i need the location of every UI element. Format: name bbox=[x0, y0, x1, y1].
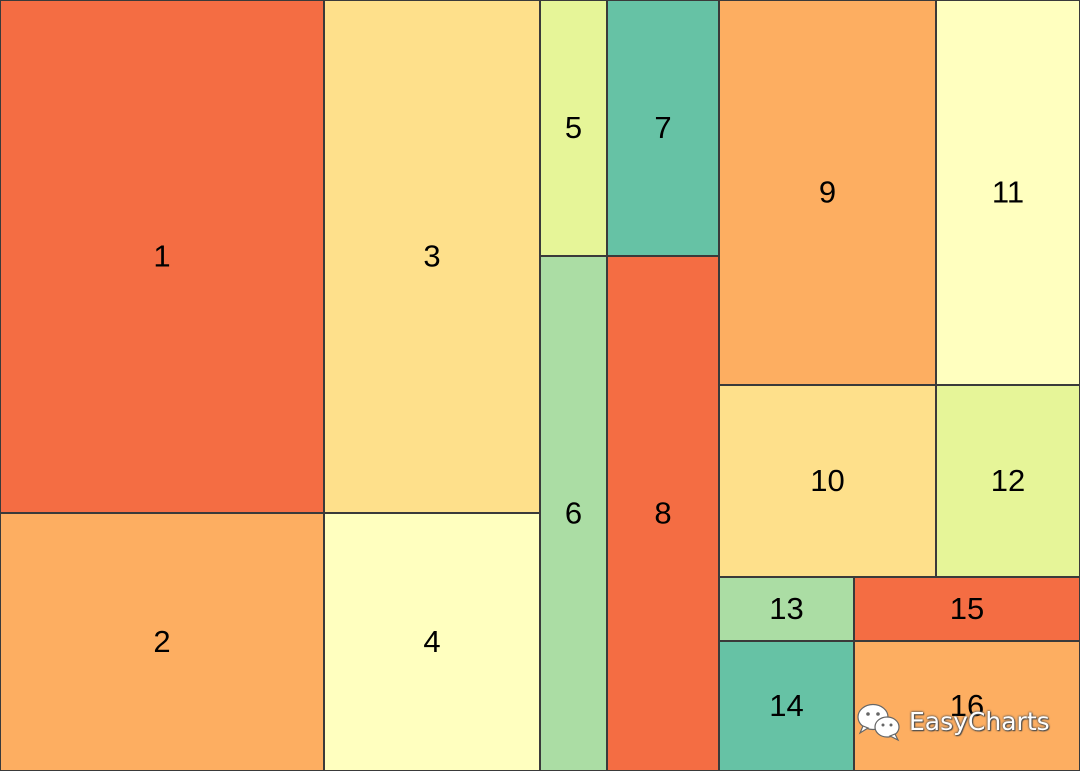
treemap-rect-10 bbox=[719, 385, 936, 577]
treemap-rect-3 bbox=[324, 0, 540, 513]
treemap-rect-7 bbox=[607, 0, 719, 256]
treemap-label-3: 3 bbox=[423, 239, 440, 274]
treemap-cell-12: 12 bbox=[936, 385, 1080, 577]
treemap-rect-6 bbox=[540, 256, 607, 771]
treemap-cell-8: 8 bbox=[607, 256, 719, 771]
treemap-cell-16: 16 bbox=[854, 641, 1080, 771]
treemap-cell-11: 11 bbox=[936, 0, 1080, 385]
treemap-rect-15 bbox=[854, 577, 1080, 641]
treemap-rect-8 bbox=[607, 256, 719, 771]
watermark-text: EasyCharts bbox=[909, 706, 1050, 736]
treemap-label-9: 9 bbox=[819, 175, 836, 210]
treemap-cell-3: 3 bbox=[324, 0, 540, 513]
treemap-label-2: 2 bbox=[153, 624, 170, 659]
treemap-label-1: 1 bbox=[153, 239, 170, 274]
treemap-cell-15: 15 bbox=[854, 577, 1080, 641]
treemap-cell-6: 6 bbox=[540, 256, 607, 771]
treemap-rect-9 bbox=[719, 0, 936, 385]
treemap-rect-5 bbox=[540, 0, 607, 256]
treemap-cell-5: 5 bbox=[540, 0, 607, 256]
treemap-label-7: 7 bbox=[654, 110, 671, 145]
treemap-label-6: 6 bbox=[565, 496, 582, 531]
treemap-label-8: 8 bbox=[654, 496, 671, 531]
treemap-label-15: 15 bbox=[950, 591, 984, 626]
treemap-cell-10: 10 bbox=[719, 385, 936, 577]
treemap-label-10: 10 bbox=[810, 463, 844, 498]
treemap-cell-1: 1 bbox=[0, 0, 324, 513]
treemap-cell-14: 14 bbox=[719, 641, 854, 771]
treemap-rect-1 bbox=[0, 0, 324, 513]
treemap-rect-13 bbox=[719, 577, 854, 641]
treemap-rect-12 bbox=[936, 385, 1080, 577]
treemap-rect-2 bbox=[0, 513, 324, 771]
watermark: EasyCharts bbox=[855, 700, 1050, 742]
treemap-cell-13: 13 bbox=[719, 577, 854, 641]
treemap-cell-9: 9 bbox=[719, 0, 936, 385]
treemap-rect-14 bbox=[719, 641, 854, 771]
wechat-icon bbox=[857, 703, 900, 742]
treemap-label-11: 11 bbox=[992, 175, 1024, 210]
treemap-rect-4 bbox=[324, 513, 540, 771]
treemap-label-12: 12 bbox=[991, 463, 1025, 498]
treemap-label-5: 5 bbox=[565, 110, 582, 145]
treemap-label-14: 14 bbox=[769, 688, 803, 723]
treemap-label-13: 13 bbox=[769, 591, 803, 626]
treemap-cell-2: 2 bbox=[0, 513, 324, 771]
treemap-cell-7: 7 bbox=[607, 0, 719, 256]
treemap-label-4: 4 bbox=[423, 624, 440, 659]
treemap-rect-16 bbox=[854, 641, 1080, 771]
treemap-label-16: 16 bbox=[950, 688, 984, 723]
treemap-cell-4: 4 bbox=[324, 513, 540, 771]
